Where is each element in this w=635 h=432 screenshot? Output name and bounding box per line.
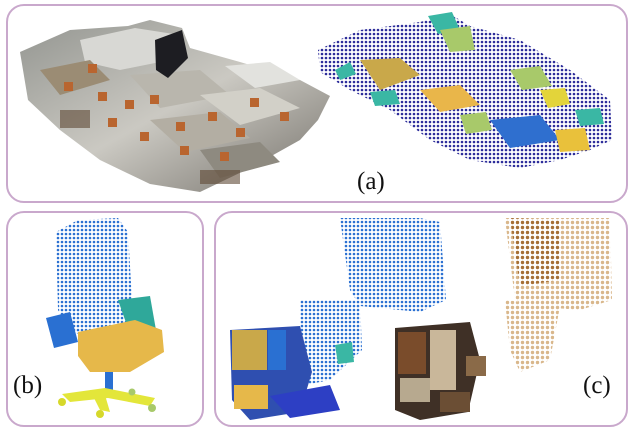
panel-c-rgb-scan [395,218,612,420]
panel-b-caption: (b) [13,372,43,399]
panel-c-segmented-scan [230,218,446,420]
panel-a-segmented-pointcloud [318,12,612,168]
panel-b-segmented-chair [46,218,164,418]
panel-a-rgb-pointcloud [20,20,330,192]
panel-c-caption: (c) [583,372,611,399]
panel-a-caption: (a) [357,168,385,195]
